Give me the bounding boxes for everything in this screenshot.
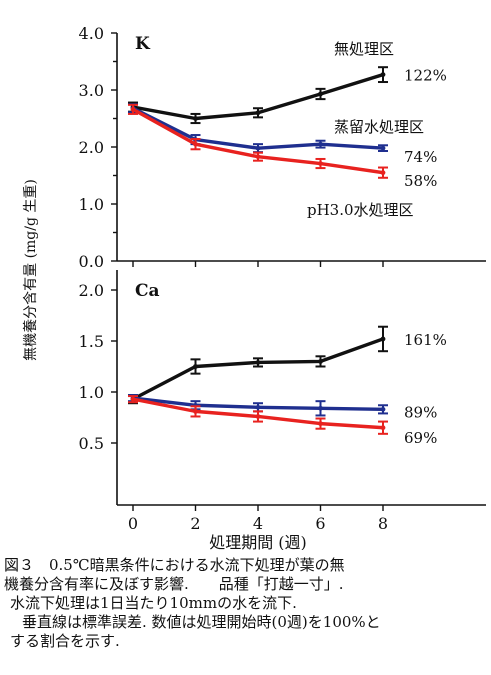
ca-data-point xyxy=(255,414,261,419)
ca-end-label: 89% xyxy=(404,403,437,421)
k-data-point xyxy=(380,145,386,151)
k-data-point xyxy=(193,141,198,147)
ca-data-point xyxy=(193,364,198,369)
k-end-label: 122% xyxy=(404,67,447,85)
caption-line-4: 垂直線は標準誤差. 数値は処理開始時(0週)を100%と xyxy=(22,613,381,631)
chart-figure: K 0.0 1.0 2.0 3.0 4.0 122% 74% 58% Ca 0.5 1.0 1.… xyxy=(22,24,486,550)
ca-y-tick-label: 0.5 xyxy=(79,434,104,453)
k-legend-ph3: pH3.0水処理区 xyxy=(307,201,414,219)
ca-data-point xyxy=(380,336,386,342)
k-data-point xyxy=(318,91,323,97)
ca-panel: Ca 0.5 1.0 1.5 2.0 0 2 4 6 8 161% 89% 69% xyxy=(79,270,486,533)
x-axis-label: 処理期間 (週) xyxy=(209,533,307,550)
x-tick-label: 2 xyxy=(190,514,200,533)
k-panel: K 0.0 1.0 2.0 3.0 4.0 122% 74% 58% xyxy=(79,24,486,271)
k-data-point xyxy=(380,170,386,176)
ca-data-point xyxy=(380,425,386,431)
caption-line-1: 図３ 0.5℃暗黒条件における水流下処理が葉の無 xyxy=(4,556,345,574)
k-data-point xyxy=(255,145,261,151)
x-tick-label: 0 xyxy=(128,514,138,533)
k-data-point xyxy=(380,72,386,78)
k-data-point xyxy=(318,141,323,147)
ca-end-label: 161% xyxy=(404,331,447,349)
k-y-tick-label: 0.0 xyxy=(79,252,104,271)
ca-data-point xyxy=(255,404,261,410)
ca-data-point xyxy=(130,396,136,402)
k-y-tick-label: 2.0 xyxy=(79,138,104,157)
k-data-point xyxy=(255,154,261,160)
caption-line-2: 機養分含有率に及ぼす影響. 品種「打越一寸」. xyxy=(4,575,344,593)
k-data-point xyxy=(130,106,136,112)
ca-end-label: 69% xyxy=(404,429,437,447)
caption-line-5: する割合を示す. xyxy=(10,632,120,650)
ca-data-point xyxy=(380,406,386,412)
k-data-point xyxy=(255,110,261,116)
k-legend-untreated: 無処理区 xyxy=(334,40,394,58)
k-data-point xyxy=(318,161,323,166)
ca-panel-label: Ca xyxy=(135,281,160,301)
ca-series-line-0 xyxy=(132,337,384,401)
ca-data-point xyxy=(318,359,323,364)
k-data-point xyxy=(193,116,198,121)
k-end-label: 74% xyxy=(404,148,437,166)
ca-data-point xyxy=(193,408,198,414)
ca-data-point xyxy=(255,360,261,365)
x-tick-label: 8 xyxy=(378,514,388,533)
ca-data-point xyxy=(318,421,323,427)
ca-y-tick-label: 2.0 xyxy=(79,281,104,300)
k-end-label: 58% xyxy=(404,172,437,190)
k-panel-label: K xyxy=(135,34,151,54)
ca-data-point xyxy=(318,405,323,411)
ca-y-tick-label: 1.0 xyxy=(79,383,104,402)
y-axis-label: 無機養分含有量 (mg/g 生重) xyxy=(22,179,39,361)
k-y-tick-label: 3.0 xyxy=(79,81,104,100)
caption-line-3: 水流下処理は1日当たり10mmの水を流下. xyxy=(10,594,297,612)
x-tick-label: 6 xyxy=(315,514,325,533)
x-tick-label: 4 xyxy=(253,514,263,533)
k-y-tick-label: 4.0 xyxy=(79,24,104,43)
ca-y-tick-label: 1.5 xyxy=(79,332,104,351)
k-legend-distilled: 蒸留水処理区 xyxy=(334,118,424,136)
k-y-tick-label: 1.0 xyxy=(79,195,104,214)
